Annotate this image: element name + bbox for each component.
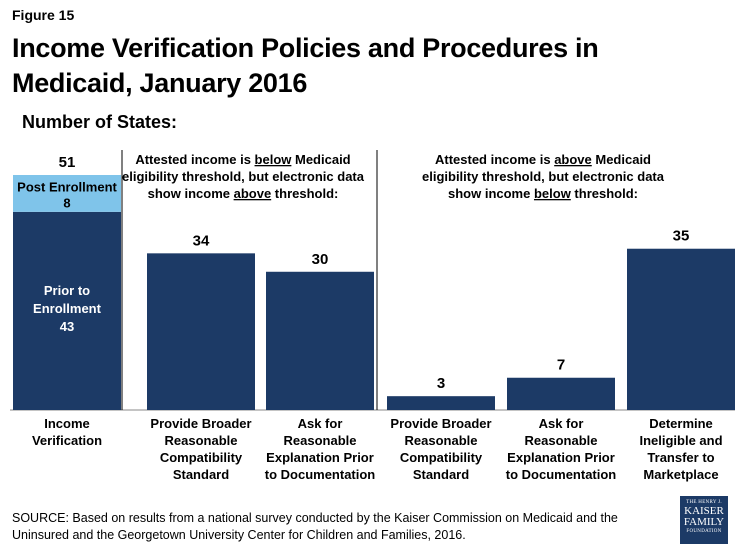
category-label-group2-1: Provide Broader Reasonable Compatibility St…: [390, 416, 491, 482]
category-label-group2-2: Ask for Reasonable Explanation Prior to Doc…: [506, 416, 617, 482]
category-label-income-verification: Income Verification: [32, 416, 102, 448]
chart-subtitle: Number of States:: [22, 112, 178, 132]
bar-group2-2: [507, 377, 615, 410]
group-header-2-line-2: eligibility threshold, but electronic da…: [422, 169, 665, 184]
segment-label-prior-line2: Enrollment: [33, 301, 102, 316]
group-header-2-line-3: show income below threshold:: [448, 186, 638, 201]
bar-value-group2-1: 3: [437, 375, 445, 392]
category-label-group2-3: Determine Ineligible and Transfer to Market…: [639, 416, 722, 482]
bar-value-group1-1: 34: [193, 232, 210, 249]
group-header-2-line-1: Attested income is above Medicaid: [435, 152, 651, 167]
bar-group1-2: [266, 271, 374, 410]
source-note: SOURCE: Based on results from a national…: [12, 511, 618, 542]
group-header-1-line-1: Attested income is below Medicaid: [135, 152, 350, 167]
logo-line-4: FOUNDATION: [686, 529, 722, 534]
bar-value-group2-3: 35: [673, 228, 690, 245]
bar-value-group2-2: 7: [557, 357, 565, 374]
segment-label-prior: Prior to: [44, 283, 90, 298]
segment-value-prior: 43: [60, 319, 74, 334]
bar-total-label: 51: [59, 154, 76, 171]
category-label-group1-1: Provide Broader Reasonable Compatibility St…: [150, 416, 251, 482]
bar-prior-to-enrollment: [13, 211, 121, 410]
segment-value-post: 8: [63, 195, 70, 210]
chart-title: Income Verification Policies and Procedu…: [12, 33, 599, 98]
bar-group2-1: [387, 396, 495, 410]
bar-value-group1-2: 30: [312, 251, 329, 268]
segment-label-post: Post Enrollment: [17, 179, 117, 194]
kff-logo: THE HENRY J. KAISER FAMILY FOUNDATION: [680, 496, 728, 544]
logo-line-1: THE HENRY J.: [686, 500, 722, 505]
logo-line-2: KAISER: [684, 505, 724, 517]
bar-group2-3: [627, 248, 735, 410]
figure-label: Figure 15: [12, 7, 75, 23]
logo-line-3: FAMILY: [683, 516, 725, 528]
bar-group1-1: [147, 253, 255, 410]
group-header-1-line-2: eligibility threshold, but electronic da…: [122, 169, 365, 184]
bar-post-enrollment: [13, 175, 121, 212]
group-header-1-line-3: show income above threshold:: [148, 186, 339, 201]
category-label-group1-2: Ask for Reasonable Explanation Prior to Doc…: [265, 416, 376, 482]
